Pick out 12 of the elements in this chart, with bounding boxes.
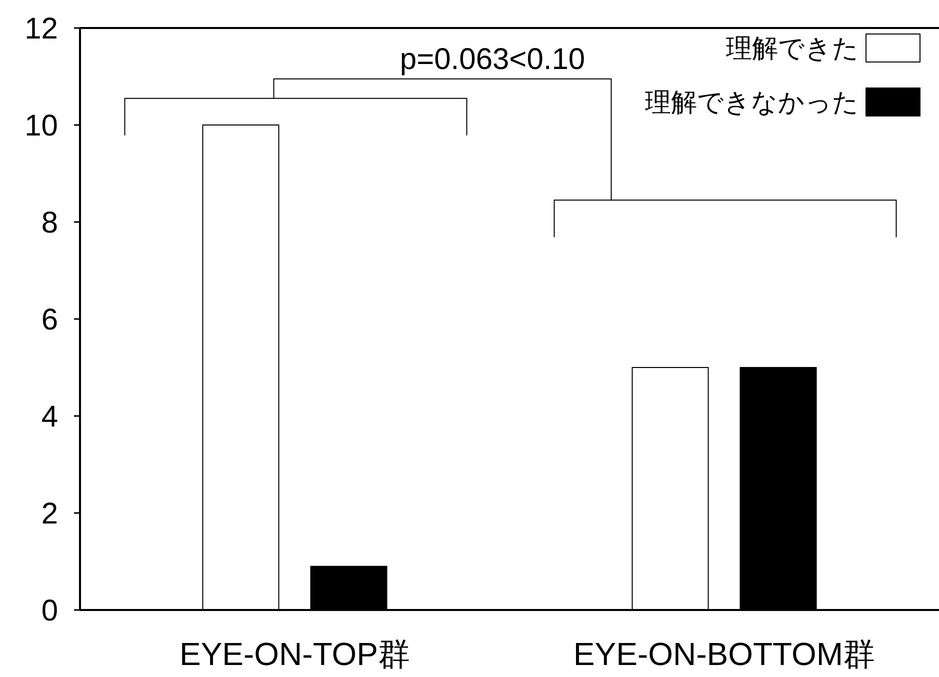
y-tick-label: 2 — [41, 498, 58, 530]
y-tick-label: 12 — [24, 12, 58, 46]
x-tick-label: EYE-ON-TOP群 — [179, 636, 410, 672]
y-tick-label: 8 — [41, 206, 58, 240]
y-tick-label: 4 — [41, 400, 58, 434]
x-tick-label: EYE-ON-BOTTOM群 — [573, 636, 876, 672]
legend-label: 理解できた — [726, 33, 859, 64]
y-tick-label: 0 — [41, 594, 58, 628]
legend-label: 理解できなかった — [645, 87, 859, 118]
y-tick-label: 6 — [41, 304, 58, 336]
annotation: p=0.063<0.10 — [400, 42, 586, 76]
y-tick-label: 10 — [24, 110, 58, 142]
